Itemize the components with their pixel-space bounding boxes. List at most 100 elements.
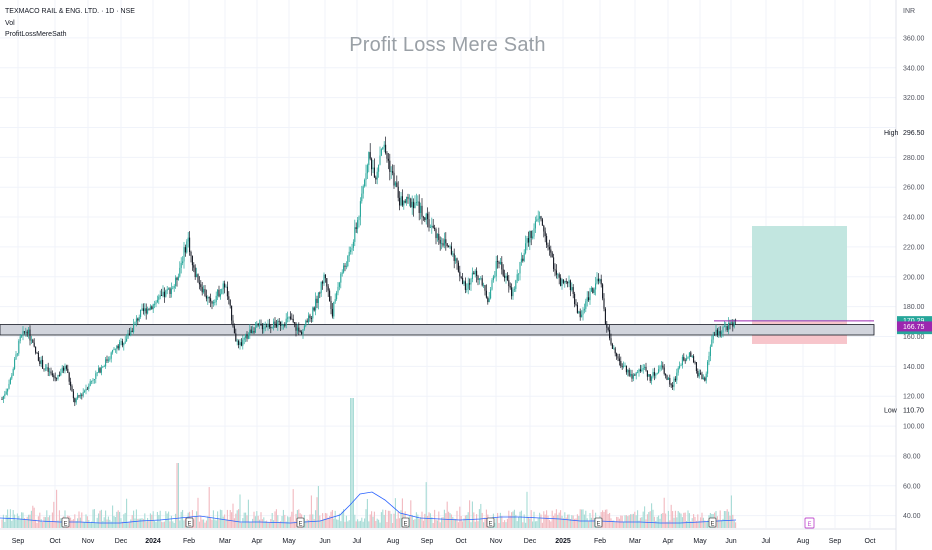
candle-body (490, 289, 492, 299)
volume-bar (463, 518, 465, 528)
volume-bar (100, 509, 102, 528)
candle-body (313, 307, 315, 311)
script-indicator-label[interactable]: ProfitLossMereSath (5, 31, 67, 38)
candle-body (420, 205, 422, 214)
volume-bar (316, 497, 318, 528)
volume-bar (446, 501, 448, 528)
x-tick-label: 2025 (555, 538, 571, 545)
candle-body (161, 295, 163, 297)
candle-body (627, 369, 629, 373)
volume-bar (267, 522, 269, 528)
candle-body (602, 284, 604, 299)
candle-body (319, 292, 321, 294)
high-label: High (884, 130, 899, 137)
candle-body (105, 359, 107, 367)
candle-body (348, 251, 350, 257)
high-value: 296.50 (903, 130, 925, 137)
volume-bar (214, 519, 216, 528)
candle-body (582, 310, 584, 315)
candle-body (541, 219, 543, 226)
candle-body (662, 365, 664, 368)
candle-body (43, 368, 45, 370)
volume-bar (268, 522, 270, 528)
volume-bar (147, 517, 149, 528)
candle-body (592, 287, 594, 293)
candle-body (347, 256, 349, 267)
candle-body (106, 359, 108, 361)
candle-body (235, 333, 237, 342)
volume-bar (467, 512, 469, 528)
candle-body (194, 267, 196, 278)
volume-bar (701, 512, 703, 528)
volume-bar (133, 510, 135, 528)
volume-bar (23, 517, 25, 528)
volume-bar (722, 518, 724, 528)
volume-bar (289, 516, 291, 528)
candle-body (156, 299, 158, 302)
candle-body (238, 340, 240, 346)
candle-body (184, 247, 186, 253)
volume-bar (534, 521, 536, 528)
candle-body (322, 281, 324, 284)
volume-bar (483, 522, 485, 528)
volume-bar (5, 515, 7, 528)
volume-bar (637, 510, 639, 528)
volume-bar (695, 520, 697, 528)
candle-body (247, 334, 249, 339)
volume-bar (82, 521, 84, 528)
candle-body (333, 301, 335, 317)
symbol-title[interactable]: TEXMACO RAIL & ENG. LTD. · 1D · NSE (5, 8, 135, 15)
candle-body (729, 322, 731, 324)
volume-bar (498, 522, 500, 528)
volume-bar (721, 520, 723, 528)
volume-bar (659, 518, 661, 528)
candle-body (665, 373, 667, 376)
candle-body (280, 321, 282, 326)
volume-bar (609, 512, 611, 528)
volume-bar (396, 518, 398, 528)
candle-body (362, 186, 364, 194)
candle-body (389, 160, 391, 172)
candle-body (449, 246, 451, 248)
candle-body (233, 326, 235, 334)
candle-body (267, 323, 269, 328)
volume-bar (263, 517, 265, 528)
candle-body (659, 366, 661, 370)
volume-bar (719, 510, 721, 528)
candle-body (478, 278, 480, 280)
volume-indicator-label[interactable]: Vol (5, 20, 15, 27)
volume-bar (478, 509, 480, 528)
volume-bar (105, 510, 107, 528)
candle-body (78, 395, 80, 397)
candle-body (29, 329, 31, 341)
volume-bar (435, 519, 437, 528)
volume-bar (203, 519, 205, 528)
volume-bar (617, 517, 619, 528)
candle-body (166, 289, 168, 291)
candle-body (543, 225, 545, 232)
volume-bar (502, 522, 504, 528)
volume-bar (8, 517, 10, 528)
candle-body (309, 315, 311, 319)
volume-bar (201, 519, 203, 528)
candle-body (127, 333, 129, 339)
candle-body (211, 301, 213, 304)
volume-bar (382, 509, 384, 528)
candle-body (215, 295, 217, 303)
candle-body (134, 321, 136, 325)
candle-body (712, 334, 714, 340)
volume-bar (700, 517, 702, 528)
candle-body (432, 225, 434, 228)
candle-body (82, 391, 84, 396)
volume-bar (540, 514, 542, 528)
volume-bar (536, 521, 538, 528)
volume-bar (173, 522, 175, 528)
volume-bar (586, 518, 588, 528)
candle-body (351, 247, 353, 251)
volume-bar (245, 512, 247, 528)
candle-body (581, 314, 583, 318)
volume-bar (529, 518, 531, 528)
y-tick-label: 340.00 (903, 65, 925, 72)
volume-bar (368, 521, 370, 528)
